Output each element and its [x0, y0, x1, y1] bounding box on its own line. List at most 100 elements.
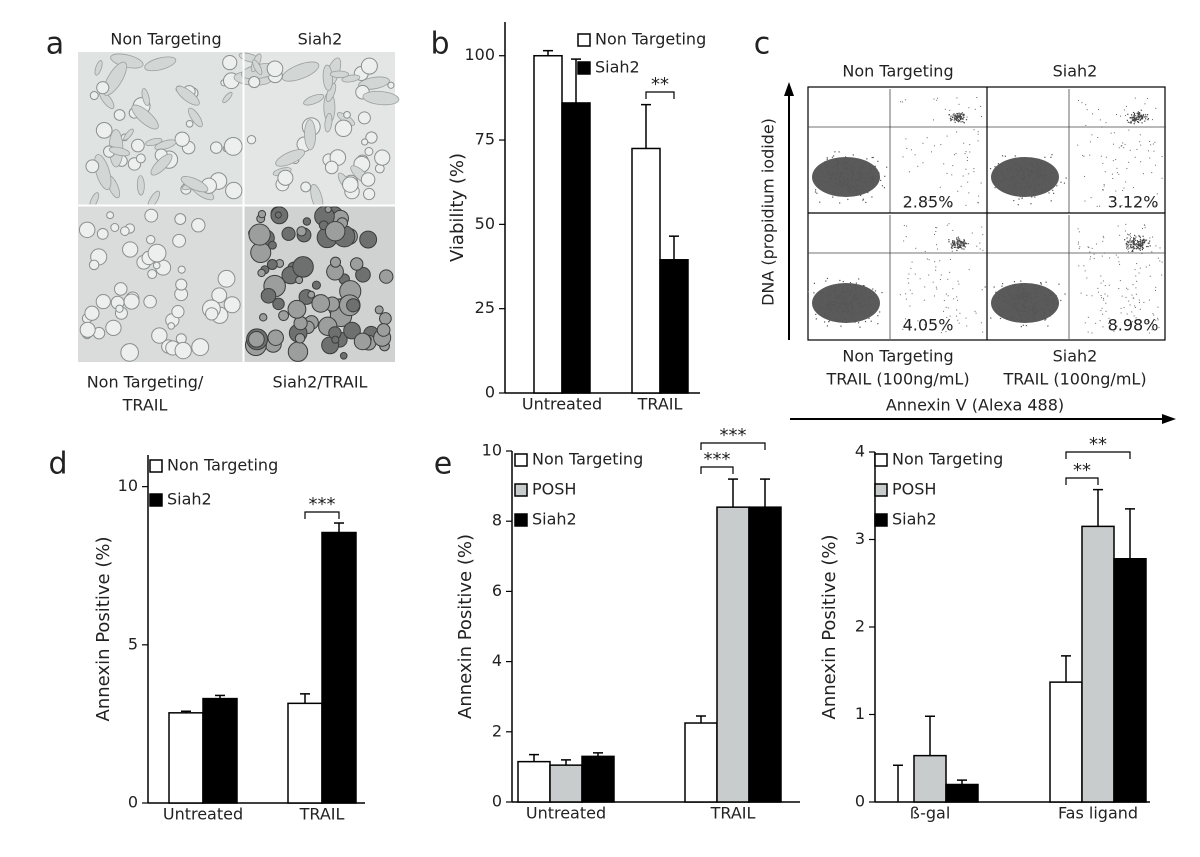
- event: [1002, 179, 1005, 182]
- cell: [84, 305, 100, 321]
- event: [1009, 289, 1011, 291]
- event: [973, 171, 975, 173]
- event: [1126, 167, 1128, 169]
- event: [871, 179, 873, 182]
- event: [1138, 272, 1140, 274]
- event: [835, 177, 837, 180]
- event: [1014, 176, 1017, 178]
- event: [1020, 311, 1022, 313]
- event: [1129, 243, 1131, 245]
- event: [909, 171, 911, 173]
- event: [1122, 142, 1124, 144]
- event: [933, 233, 935, 235]
- event: [1029, 175, 1032, 177]
- event: [837, 308, 839, 310]
- event: [1147, 321, 1149, 323]
- cell: [225, 181, 243, 200]
- event: [862, 188, 864, 191]
- event: [1002, 311, 1005, 313]
- event: [837, 306, 839, 308]
- event: [813, 282, 816, 284]
- event: [1112, 177, 1114, 179]
- event: [1086, 277, 1088, 279]
- row-label: TRAIL (100ng/mL): [825, 370, 969, 389]
- event: [837, 163, 839, 165]
- event: [1078, 99, 1080, 101]
- x-tick-label: TRAIL: [710, 804, 756, 823]
- event: [1113, 132, 1115, 134]
- cell: [361, 138, 369, 146]
- event: [837, 180, 840, 182]
- event: [843, 309, 845, 311]
- event: [948, 239, 950, 241]
- event: [849, 282, 852, 284]
- event: [1001, 174, 1004, 176]
- event: [848, 165, 851, 167]
- event: [1118, 261, 1120, 263]
- event: [1017, 312, 1019, 314]
- event: [963, 244, 965, 247]
- bar: [748, 506, 782, 803]
- event: [957, 190, 959, 192]
- event: [841, 178, 843, 181]
- event: [855, 181, 857, 183]
- event: [956, 114, 958, 116]
- event: [1034, 312, 1036, 314]
- image-label: TRAIL: [122, 396, 168, 415]
- event: [1015, 168, 1017, 170]
- event: [836, 162, 838, 164]
- event: [855, 191, 857, 193]
- event: [1018, 182, 1020, 184]
- event: [858, 179, 860, 181]
- event: [826, 167, 828, 169]
- event: [1123, 307, 1125, 309]
- event: [850, 290, 852, 292]
- event: [847, 305, 849, 307]
- event: [1132, 250, 1134, 252]
- event: [854, 321, 856, 323]
- event: [1018, 177, 1021, 179]
- event: [847, 290, 849, 292]
- event: [1014, 185, 1017, 187]
- event: [1034, 196, 1036, 198]
- event: [905, 138, 907, 140]
- event: [1015, 306, 1018, 308]
- event: [1126, 247, 1128, 249]
- event: [1095, 322, 1097, 324]
- event: [1025, 182, 1027, 184]
- event: [1022, 295, 1024, 297]
- event: [1044, 165, 1047, 167]
- event: [821, 292, 823, 294]
- event: [868, 296, 870, 299]
- event: [960, 113, 962, 115]
- event: [956, 296, 958, 298]
- event: [1132, 239, 1135, 241]
- event: [1139, 141, 1141, 143]
- event: [1125, 223, 1127, 225]
- event: [962, 115, 964, 117]
- event: [1140, 117, 1143, 119]
- event: [1161, 261, 1163, 263]
- event: [854, 287, 857, 289]
- event: [1041, 174, 1043, 176]
- event: [1086, 294, 1088, 296]
- event: [824, 161, 826, 163]
- legend-swatch: [149, 493, 163, 507]
- event: [1000, 164, 1003, 167]
- event: [1139, 244, 1141, 246]
- event: [959, 239, 961, 241]
- event: [1022, 177, 1024, 179]
- event: [1102, 162, 1104, 164]
- event: [881, 185, 884, 187]
- event: [1030, 162, 1032, 164]
- event: [844, 302, 846, 304]
- event: [1020, 310, 1023, 312]
- event: [869, 171, 872, 174]
- event: [952, 229, 954, 231]
- event: [1142, 239, 1144, 242]
- event: [842, 287, 844, 289]
- event: [1153, 150, 1155, 152]
- cell: [115, 304, 124, 313]
- event: [818, 184, 820, 186]
- event: [824, 181, 827, 183]
